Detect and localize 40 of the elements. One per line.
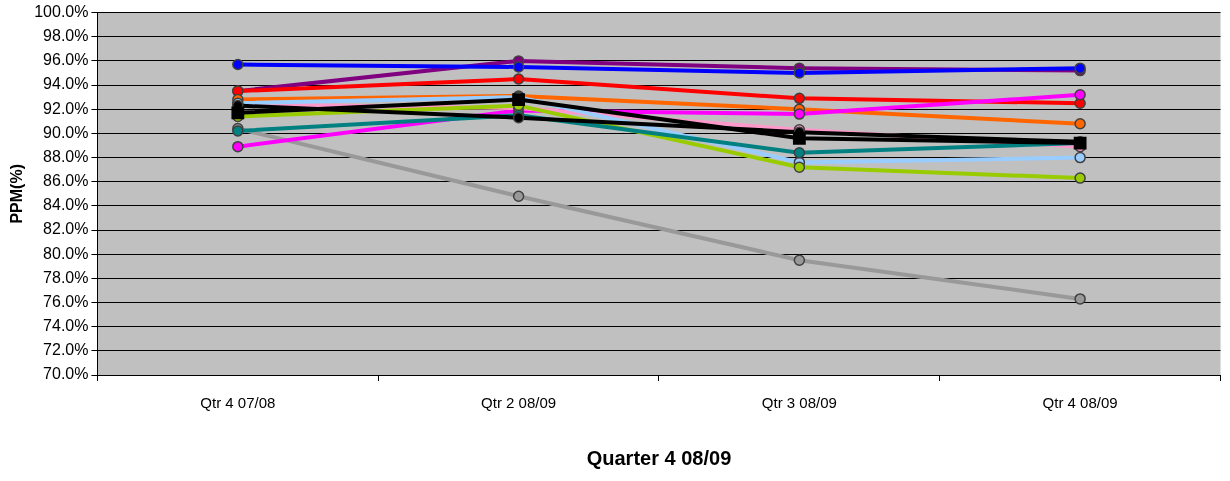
point — [1074, 88, 1086, 101]
y-tick-label: 94.0% — [43, 75, 89, 93]
y-tick-label: 72.0% — [43, 341, 89, 359]
point — [231, 106, 245, 120]
x-tick-label: Qtr 3 08/09 — [761, 394, 837, 412]
y-tick-label: 92.0% — [43, 99, 89, 117]
point — [793, 254, 806, 266]
point — [792, 131, 806, 145]
y-tick-label: 78.0% — [43, 268, 89, 286]
x-tick-label: Qtr 2 08/09 — [481, 394, 557, 412]
x-tick-label: Qtr 4 07/08 — [200, 394, 276, 412]
y-tick-label: 98.0% — [43, 27, 89, 45]
x-axis-title: Quarter 4 08/09 — [586, 446, 732, 469]
y-tick-label: 86.0% — [43, 172, 89, 190]
point — [512, 73, 525, 85]
y-tick-label: 80.0% — [43, 244, 89, 262]
point — [1074, 151, 1086, 164]
point — [232, 58, 244, 71]
point — [793, 67, 806, 79]
y-tick-label: 76.0% — [43, 292, 89, 310]
point — [232, 140, 244, 153]
y-tick-label: 82.0% — [43, 220, 89, 238]
point — [793, 146, 806, 159]
y-axis-title: PPM(%) — [8, 164, 26, 224]
point — [512, 190, 525, 202]
point — [1074, 117, 1086, 130]
point — [1074, 172, 1086, 184]
point — [793, 161, 806, 173]
y-tick-label: 84.0% — [43, 196, 89, 214]
y-tick-label: 90.0% — [43, 123, 89, 141]
point — [793, 108, 806, 120]
y-tick-label: 74.0% — [43, 317, 89, 335]
x-tick-label: Qtr 4 08/09 — [1042, 394, 1118, 412]
point — [512, 61, 525, 73]
point — [793, 92, 806, 105]
y-tick-label: 88.0% — [43, 147, 89, 165]
point — [1074, 293, 1086, 305]
y-tick-label: 96.0% — [43, 51, 89, 69]
y-tick-label: 70.0% — [43, 365, 89, 383]
y-tick-label: 100.0% — [34, 3, 89, 21]
